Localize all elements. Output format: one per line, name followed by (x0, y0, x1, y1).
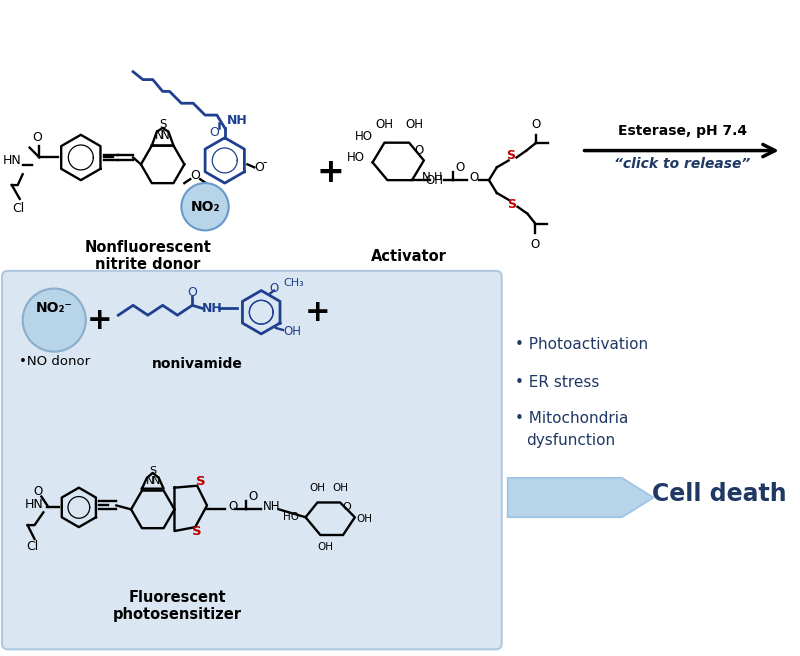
Text: -: - (262, 156, 266, 169)
Text: dysfunction: dysfunction (526, 433, 615, 448)
Text: O: O (229, 500, 238, 513)
Text: +: + (305, 298, 330, 327)
Text: +: + (86, 306, 112, 335)
Text: CH₃: CH₃ (283, 277, 304, 288)
Text: O: O (187, 286, 197, 299)
Text: OH: OH (283, 325, 301, 338)
Text: •NO donor: •NO donor (18, 355, 90, 368)
Text: OH: OH (426, 174, 444, 187)
Text: OH: OH (405, 118, 423, 131)
Text: • ER stress: • ER stress (514, 375, 599, 390)
Circle shape (22, 289, 86, 352)
Text: O: O (414, 144, 423, 157)
Text: O: O (455, 161, 465, 174)
Text: NH: NH (202, 302, 223, 315)
Text: N: N (146, 476, 154, 486)
Text: Fluorescent
photosensitizer: Fluorescent photosensitizer (113, 590, 242, 622)
Text: Esterase, pH 7.4: Esterase, pH 7.4 (618, 124, 746, 138)
Text: N: N (151, 476, 160, 486)
Text: OH: OH (310, 483, 326, 493)
Text: OH: OH (332, 483, 348, 493)
Text: HO: HO (354, 130, 373, 143)
Text: HN: HN (25, 498, 43, 511)
Text: Cell death: Cell death (652, 482, 787, 506)
Text: NH: NH (263, 500, 281, 513)
Text: S: S (506, 149, 515, 162)
Text: Cl: Cl (26, 541, 38, 553)
Text: O: O (209, 127, 219, 139)
Text: O: O (470, 171, 478, 184)
Text: O: O (254, 161, 264, 174)
Text: N: N (422, 171, 430, 184)
Text: N: N (155, 129, 164, 142)
Text: NO₂⁻: NO₂⁻ (36, 301, 73, 316)
Text: O: O (190, 169, 200, 182)
Text: O: O (532, 118, 541, 131)
Text: S: S (196, 476, 206, 488)
Text: H: H (434, 172, 442, 182)
Text: HN: HN (3, 154, 22, 167)
Text: Nonfluorescent
nitrite donor: Nonfluorescent nitrite donor (85, 240, 211, 272)
FancyBboxPatch shape (2, 271, 502, 649)
Text: HO: HO (282, 512, 298, 522)
Text: S: S (150, 466, 156, 476)
Text: NH: NH (226, 115, 247, 127)
Text: OH: OH (357, 514, 373, 524)
Text: Cl: Cl (13, 202, 25, 215)
Circle shape (182, 183, 229, 230)
Text: N: N (162, 129, 170, 142)
Text: HO: HO (346, 151, 365, 164)
Text: S: S (192, 525, 202, 537)
Text: O: O (249, 490, 258, 503)
Text: O: O (34, 485, 43, 498)
Text: O: O (530, 238, 540, 251)
Text: • Photoactivation: • Photoactivation (514, 337, 648, 352)
Text: OH: OH (375, 118, 394, 131)
Text: nonivamide: nonivamide (152, 358, 242, 371)
Text: S: S (507, 198, 516, 211)
FancyArrow shape (508, 478, 654, 518)
Text: OH: OH (318, 542, 334, 552)
Text: NO₂: NO₂ (190, 200, 220, 214)
Text: Activator: Activator (371, 249, 447, 264)
Text: “click to release”: “click to release” (614, 157, 750, 171)
Text: +: + (316, 155, 344, 189)
Text: O: O (270, 282, 278, 295)
Text: S: S (159, 119, 166, 131)
Text: O: O (33, 131, 42, 144)
Text: • Mitochondria: • Mitochondria (514, 411, 628, 426)
Text: O: O (342, 502, 351, 512)
